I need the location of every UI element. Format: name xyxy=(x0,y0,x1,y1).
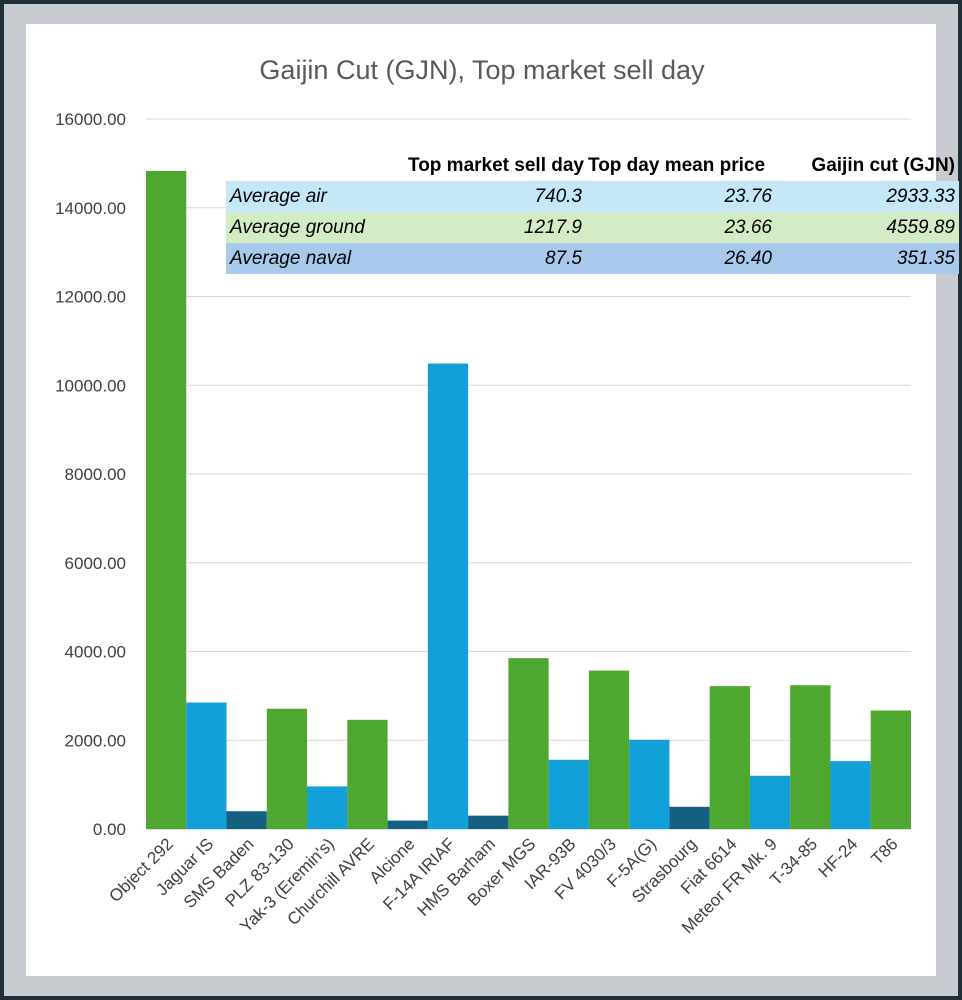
x-tick-label: HF-24 xyxy=(815,834,862,881)
summary-label: Average air xyxy=(230,185,327,207)
summary-cut: 4559.89 xyxy=(886,216,955,238)
summary-label: Average naval xyxy=(230,247,352,269)
bar-jaguar-is xyxy=(186,702,227,829)
y-tick-label: 6000.00 xyxy=(65,554,126,573)
bar-sms-baden xyxy=(226,811,267,829)
y-tick-label: 2000.00 xyxy=(65,731,126,750)
chart-title: Gaijin Cut (GJN), Top market sell day xyxy=(259,55,705,85)
bar-iar-93b xyxy=(548,759,589,829)
y-tick-label: 4000.00 xyxy=(65,643,126,662)
bar-meteor-fr-mk-9 xyxy=(749,775,791,829)
bar-t86 xyxy=(870,710,911,829)
y-tick-label: 10000.00 xyxy=(55,376,126,395)
summary-label: Average ground xyxy=(230,216,365,238)
bar-fiat-6614 xyxy=(709,686,750,829)
bar-f-5a-g xyxy=(629,739,670,829)
summary-row-air: Average air 740.3 23.76 2933.33 xyxy=(226,181,959,212)
bar-fv-4030-3 xyxy=(588,670,630,829)
x-tick-label: T86 xyxy=(868,834,902,868)
y-tick-label: 12000.00 xyxy=(55,288,126,307)
summary-mean-price: 23.66 xyxy=(724,216,772,238)
y-tick-label: 16000.00 xyxy=(55,110,126,129)
y-tick-label: 0.00 xyxy=(93,820,126,839)
bar-boxer-mgs xyxy=(508,658,549,829)
summary-row-naval: Average naval 87.5 26.40 351.35 xyxy=(226,243,959,274)
summary-header-row: Top market sell day Top day mean price G… xyxy=(226,150,959,181)
summary-mean-price: 23.76 xyxy=(724,185,772,207)
summary-header-mean-price: Top day mean price xyxy=(588,154,766,176)
bar-hms-barham xyxy=(468,815,509,829)
chart-panel: Gaijin Cut (GJN), Top market sell day 0.… xyxy=(26,24,959,976)
summary-header-cut: Gaijin cut (GJN) xyxy=(811,154,955,176)
bar-strasbourg xyxy=(669,806,710,829)
bar-churchill-avre xyxy=(347,719,388,829)
bar-chart: Gaijin Cut (GJN), Top market sell day 0.… xyxy=(55,55,911,937)
bar-object-292 xyxy=(146,170,187,829)
summary-mean-price: 26.40 xyxy=(724,247,772,269)
summary-header-sell-day: Top market sell day xyxy=(408,154,584,176)
bar-hf-24 xyxy=(830,761,871,829)
bar-yak-3-eremin-s xyxy=(307,786,348,829)
bar-plz-83-130 xyxy=(266,708,308,829)
summary-sell-day: 1217.9 xyxy=(523,216,582,238)
summary-table: Top market sell day Top day mean price G… xyxy=(226,150,959,274)
bar-f-14a-iriaf xyxy=(427,363,469,829)
summary-sell-day: 87.5 xyxy=(545,247,582,269)
bar-t-34-85 xyxy=(790,685,831,829)
summary-sell-day: 740.3 xyxy=(534,185,582,207)
summary-cut: 2933.33 xyxy=(886,185,955,207)
y-tick-label: 14000.00 xyxy=(55,199,126,218)
y-tick-label: 8000.00 xyxy=(65,465,126,484)
summary-cut: 351.35 xyxy=(896,247,955,269)
summary-row-ground: Average ground 1217.9 23.66 4559.89 xyxy=(226,212,959,243)
bar-alcione xyxy=(387,820,428,829)
